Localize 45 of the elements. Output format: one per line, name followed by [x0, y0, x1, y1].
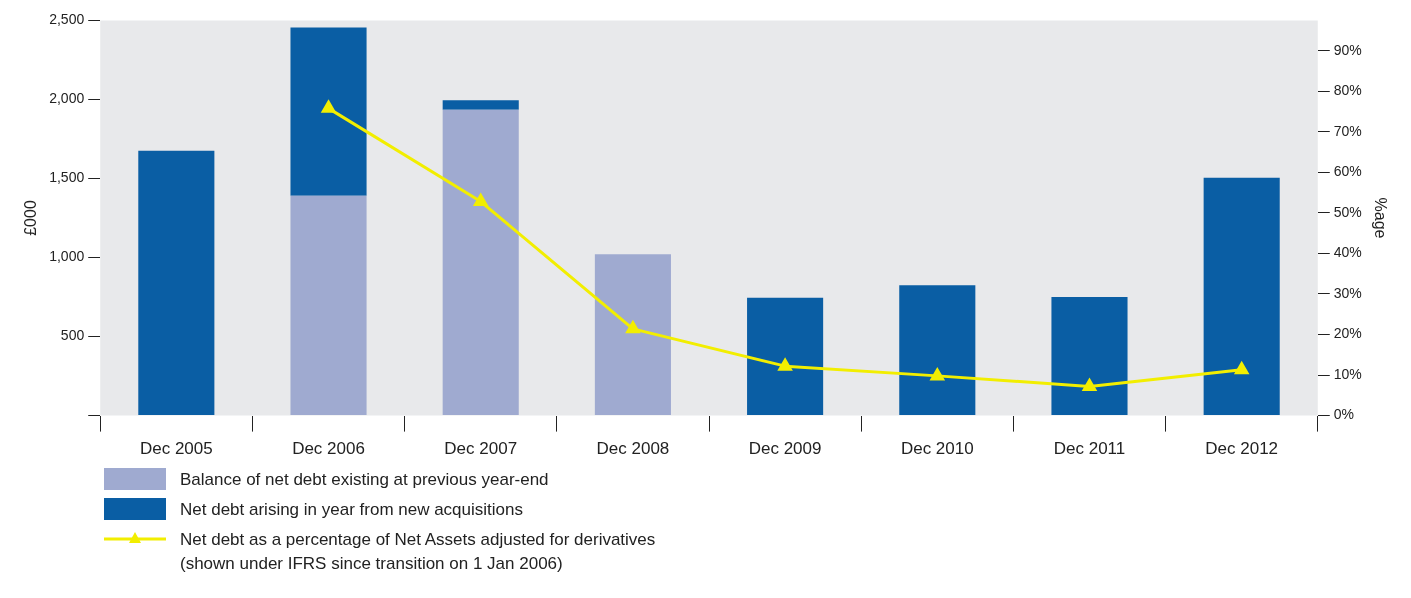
bar [442, 100, 519, 110]
y2-tick-label: 40% [1333, 244, 1362, 261]
y-tick-label: 1,500 [49, 169, 85, 186]
y2-tick-label: 60% [1333, 163, 1362, 180]
bar [442, 109, 519, 416]
y2-tick-label: 30% [1333, 284, 1362, 301]
legend-label: Balance of net debt existing at previous year-end [180, 469, 549, 491]
bar [1203, 177, 1280, 416]
point [474, 194, 488, 207]
legend-label: Net debt arising in year from new acquisitions [180, 499, 523, 521]
x-tick-label: Dec 2010 [900, 439, 974, 459]
x-tick-label: Dec 2008 [596, 439, 670, 459]
bar [747, 297, 824, 416]
y2-tick-label: 90% [1333, 41, 1362, 58]
y2-tick-label: 10% [1333, 365, 1362, 382]
y2-tick-label: 0% [1333, 406, 1355, 423]
y2-tick-label: 70% [1333, 122, 1362, 139]
x-tick-label: Dec 2006 [292, 439, 365, 459]
y2-tick-label: 50% [1333, 203, 1362, 220]
x-tick-label: Dec 2012 [1205, 439, 1279, 459]
point [1082, 378, 1097, 391]
bar [290, 195, 367, 416]
y2-axis-title: %age [1371, 197, 1389, 239]
bar [290, 27, 367, 196]
bar [594, 254, 671, 416]
y-axis-title: £000 [22, 200, 40, 236]
x-tick-label: Dec 2005 [139, 439, 213, 459]
point [321, 100, 336, 113]
x-tick-label: Dec 2007 [444, 439, 518, 459]
x-tick-label: Dec 2009 [748, 439, 822, 459]
bar [138, 150, 215, 416]
point [778, 358, 792, 371]
y2-tick-label: 80% [1333, 82, 1362, 99]
y-tick-label: 1,000 [49, 248, 85, 265]
point [1234, 362, 1249, 375]
legend-label: Net debt as a percentage of Net Assets adjusted for derivatives (shown under IFRS since transition on 1 Jan 2006) [180, 529, 657, 575]
point [626, 321, 640, 334]
y2-tick-label: 20% [1333, 325, 1362, 342]
bar [1051, 297, 1128, 416]
y-tick-label: 2,500 [49, 11, 85, 28]
y-tick-label: 500 [60, 327, 85, 344]
x-tick-label: Dec 2011 [1053, 439, 1126, 459]
point [930, 368, 944, 381]
y-tick-label: 2,000 [49, 90, 85, 107]
bar [899, 285, 976, 416]
